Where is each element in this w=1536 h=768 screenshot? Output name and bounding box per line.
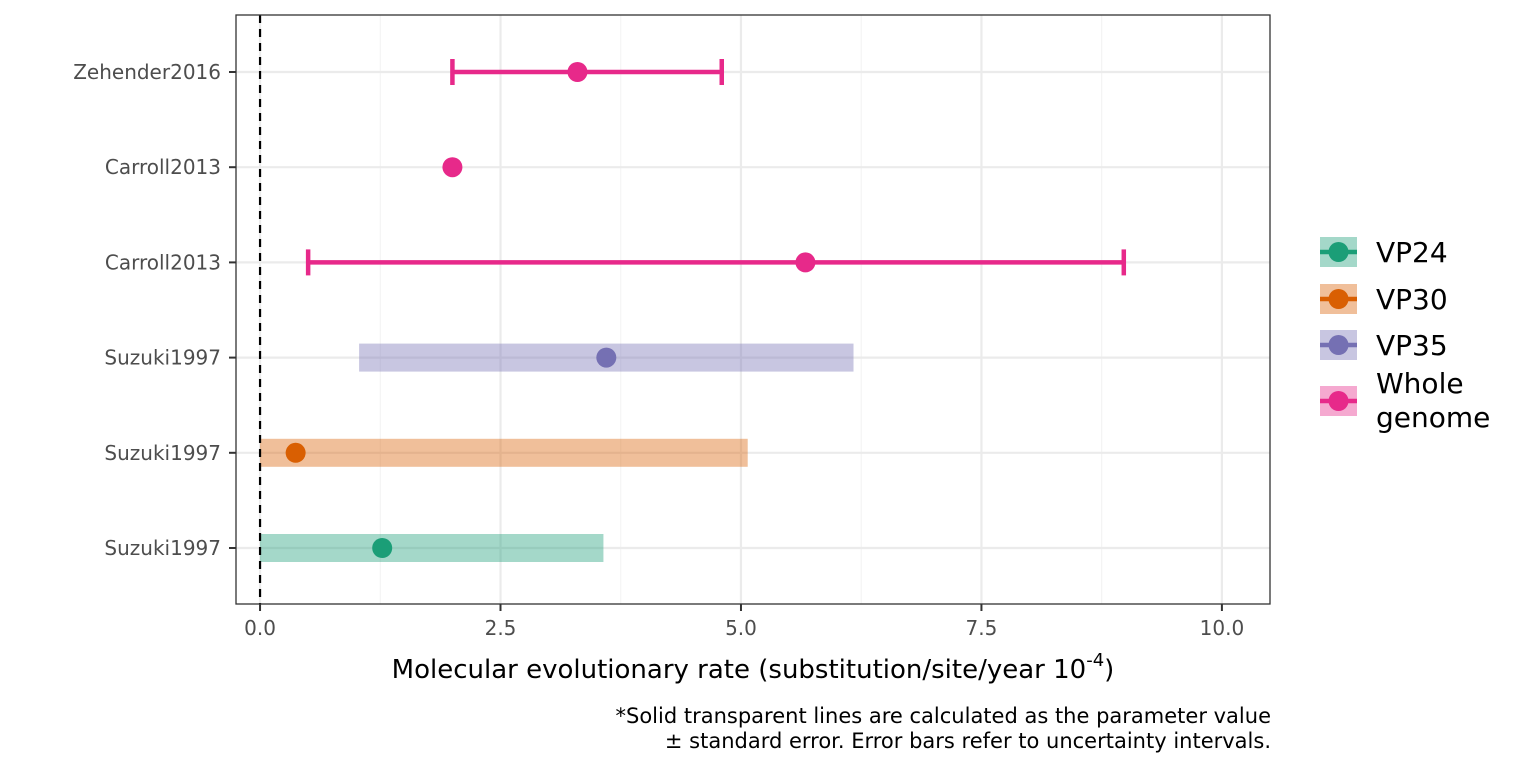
plot-panel-border — [235, 14, 1271, 605]
legend-key-point — [1328, 391, 1349, 411]
legend-label-line: genome — [1376, 401, 1490, 434]
legend-key-point — [1328, 242, 1349, 262]
x-tick-label: 7.5 — [966, 616, 998, 640]
y-tick-label: Zehender2016 — [73, 60, 221, 84]
legend-label: Whole genome — [1376, 367, 1490, 434]
x-tick-label: 0.0 — [244, 616, 276, 640]
data-point — [285, 442, 306, 463]
se-band — [260, 438, 748, 467]
x-tick-label: 10.0 — [1200, 616, 1245, 640]
legend-key-point — [1328, 335, 1349, 355]
data-point — [442, 157, 463, 178]
legend-label-line: VP35 — [1376, 329, 1448, 362]
y-tick-label: Carroll2013 — [105, 250, 221, 274]
plot-panel-background — [236, 15, 1270, 604]
x-axis-title-superscript: -4 — [1086, 650, 1104, 671]
y-tick-label: Suzuki1997 — [104, 536, 221, 560]
legend-label: VP24 — [1376, 236, 1448, 269]
legend-key-point — [1328, 289, 1349, 309]
legend-label-line: Whole — [1376, 367, 1464, 400]
caption-line-2: ± standard error. Error bars refer to un… — [664, 729, 1271, 753]
caption-line-1: *Solid transparent lines are calculated … — [615, 704, 1272, 728]
legend-label-line: VP30 — [1376, 283, 1448, 316]
data-point — [372, 538, 393, 558]
se-band — [260, 534, 604, 562]
forest-plot: Zehender2016 Carroll2013 Carroll2013 Suzuki… — [73, 14, 1490, 685]
y-tick-label: Suzuki1997 — [104, 441, 221, 465]
y-tick-label: Carroll2013 — [105, 155, 221, 179]
point-estimates — [285, 62, 816, 558]
legend: VP24 VP30 VP35 Whole genome — [1320, 236, 1490, 434]
data-point — [795, 252, 816, 273]
data-point — [567, 62, 588, 82]
x-axis-title-end: ) — [1104, 655, 1114, 685]
legend-label: VP35 — [1376, 329, 1448, 362]
x-tick-label: 2.5 — [485, 616, 517, 640]
x-axis: 0.0 2.5 5.0 7.5 10.0 — [244, 604, 1244, 640]
x-axis-title: Molecular evolutionary rate (substitutio… — [392, 650, 1115, 685]
legend-label: VP30 — [1376, 283, 1448, 316]
data-point — [596, 347, 617, 368]
y-tick-label: Suzuki1997 — [104, 346, 221, 370]
x-axis-title-main: Molecular evolutionary rate (substitutio… — [392, 655, 1087, 685]
x-tick-label: 5.0 — [725, 616, 757, 640]
y-axis: Zehender2016 Carroll2013 Carroll2013 Suzuki… — [73, 60, 236, 560]
legend-label-line: VP24 — [1376, 236, 1448, 269]
